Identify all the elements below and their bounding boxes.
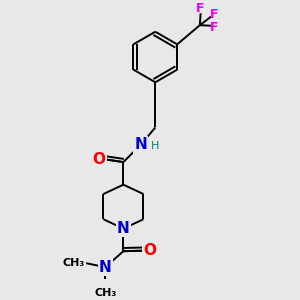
Text: O: O (143, 243, 156, 258)
Text: F: F (196, 2, 205, 15)
Text: CH₃: CH₃ (63, 258, 85, 268)
Text: CH₃: CH₃ (94, 288, 116, 298)
Text: N: N (134, 137, 147, 152)
Text: N: N (99, 260, 112, 275)
Text: F: F (210, 21, 219, 34)
Text: O: O (92, 152, 105, 167)
Text: F: F (210, 8, 219, 20)
Text: N: N (117, 221, 130, 236)
Text: H: H (151, 141, 159, 151)
